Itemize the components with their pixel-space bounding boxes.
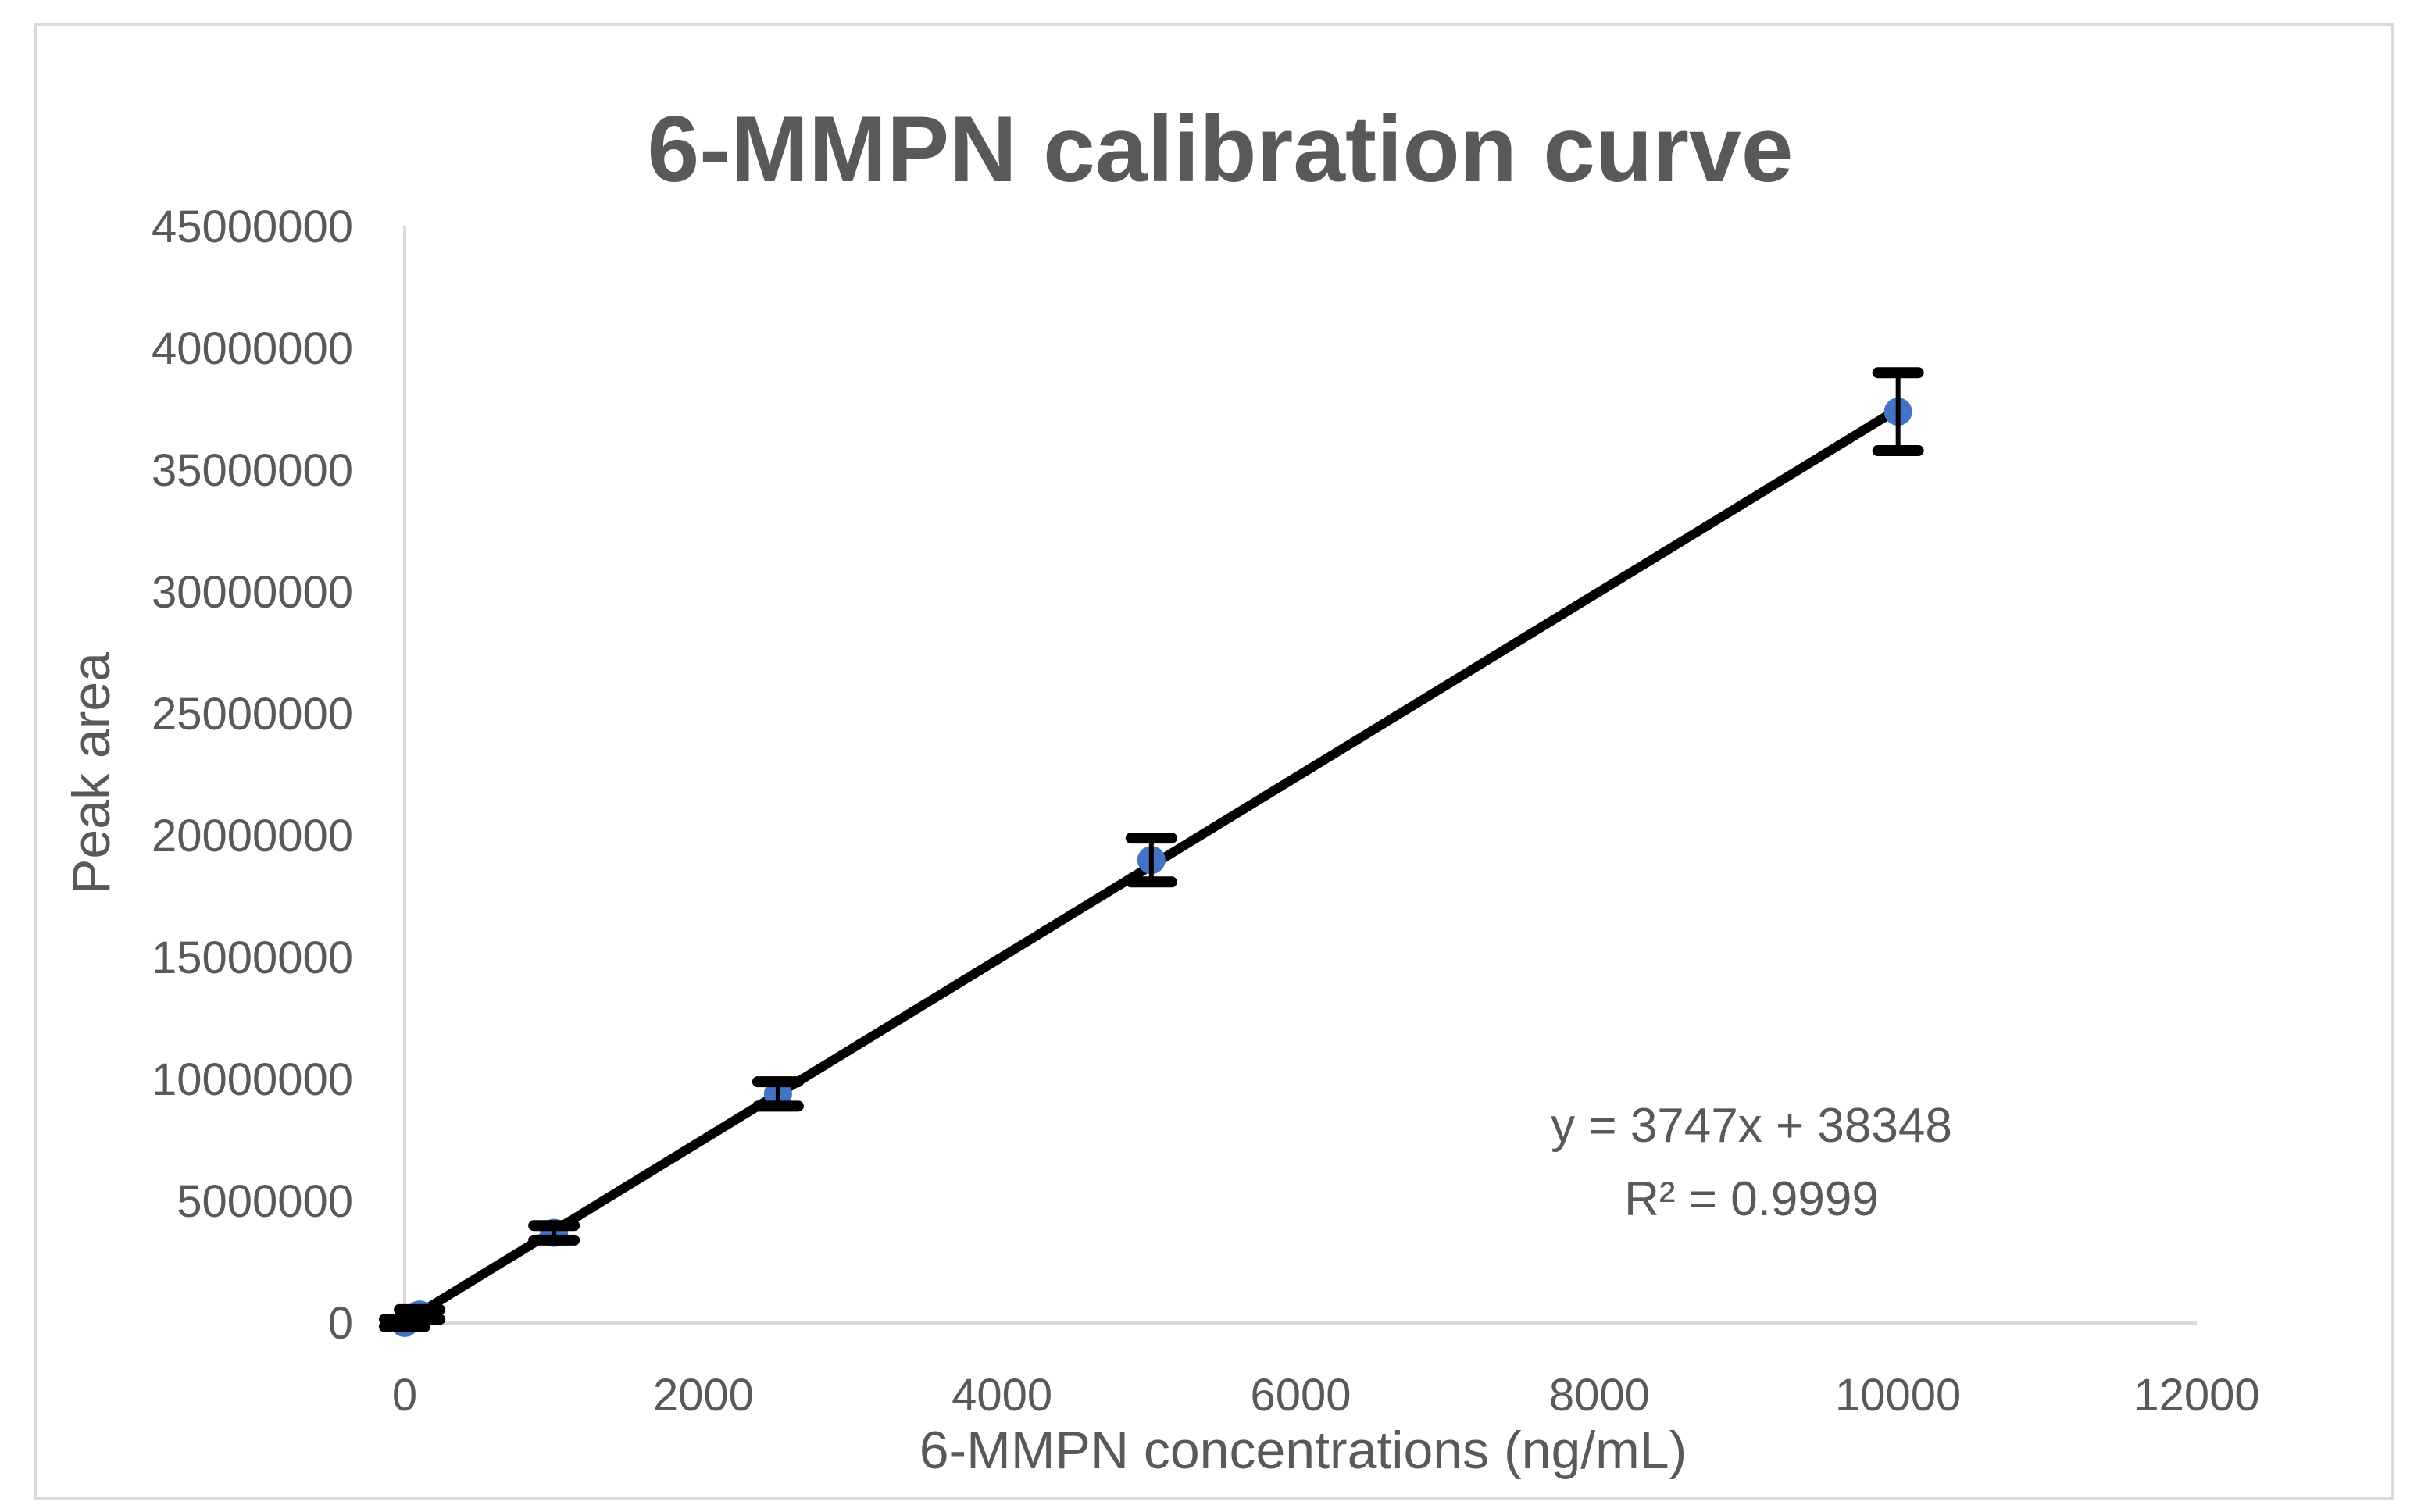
x-axis-label: 6-MMPN concentrations (ng/mL) [919, 1421, 1687, 1480]
x-tick-label: 6000 [1250, 1370, 1351, 1421]
x-tick-label: 0 [392, 1370, 417, 1421]
y-tick-label: 15000000 [152, 933, 353, 983]
chart-title: 6-MMPN calibration curve [647, 97, 1793, 201]
y-tick-label: 45000000 [152, 201, 353, 252]
chart-frame [34, 23, 2394, 1500]
y-tick-label: 20000000 [152, 811, 353, 861]
r-squared-label: R² = 0.9999 [1624, 1172, 1879, 1226]
y-tick-label: 40000000 [152, 323, 353, 374]
x-tick-label: 2000 [653, 1370, 754, 1421]
y-tick-label: 0 [328, 1298, 353, 1349]
trendline-equation: y = 3747x + 38348 [1551, 1099, 1952, 1153]
y-tick-label: 10000000 [152, 1054, 353, 1105]
y-tick-label: 35000000 [152, 445, 353, 496]
x-tick-label: 8000 [1549, 1370, 1650, 1421]
x-tick-label: 4000 [952, 1370, 1052, 1421]
y-tick-label: 30000000 [152, 567, 353, 618]
y-axis-label: Peak area [62, 652, 121, 894]
y-tick-label: 5000000 [177, 1176, 353, 1227]
y-tick-label: 25000000 [152, 689, 353, 740]
x-tick-label: 10000 [1835, 1370, 1961, 1421]
x-tick-label: 12000 [2133, 1370, 2259, 1421]
